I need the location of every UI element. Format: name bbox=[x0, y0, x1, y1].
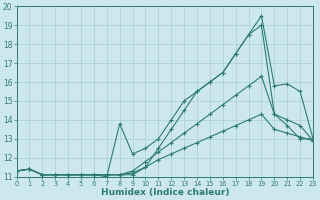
X-axis label: Humidex (Indice chaleur): Humidex (Indice chaleur) bbox=[100, 188, 229, 197]
